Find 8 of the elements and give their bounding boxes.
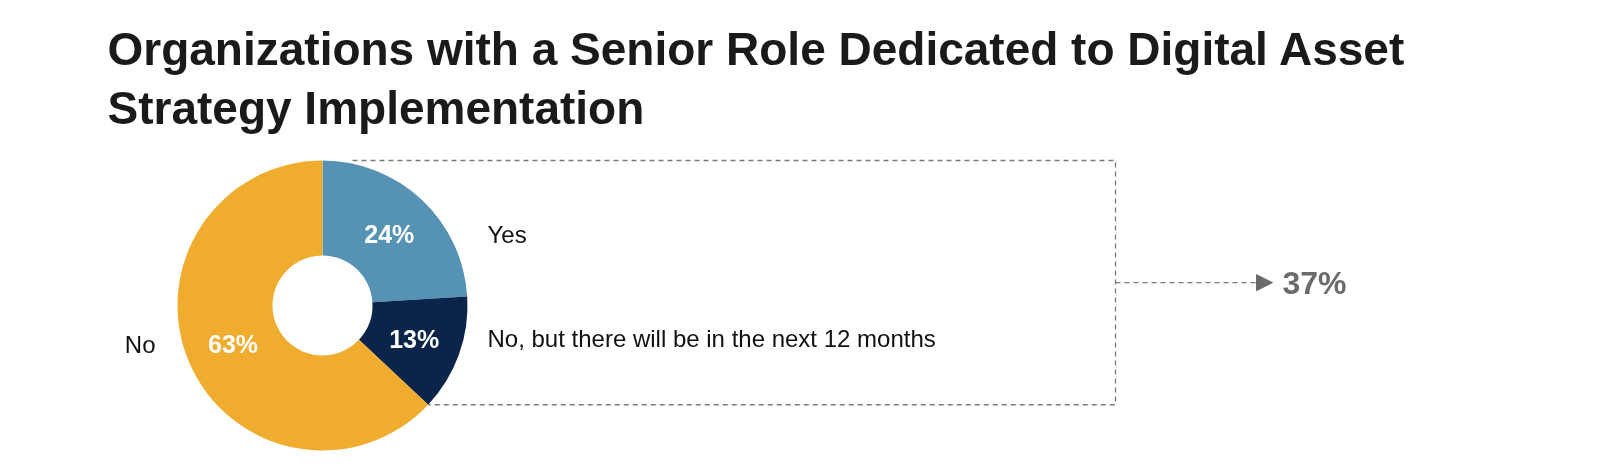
text: 37% xyxy=(1282,264,1347,301)
data-label: 24% xyxy=(364,220,415,249)
data-label: 13% xyxy=(389,324,440,353)
chart-title: Organizations with a Senior Role Dedicated to Digital Asset Strategy Implementation xyxy=(107,22,1405,135)
slice-label: Yes xyxy=(487,220,527,248)
data-label: 63% xyxy=(208,330,259,359)
slice-label: No, but there will be in the next 12 months xyxy=(487,325,936,353)
slice-label: No xyxy=(124,330,156,358)
